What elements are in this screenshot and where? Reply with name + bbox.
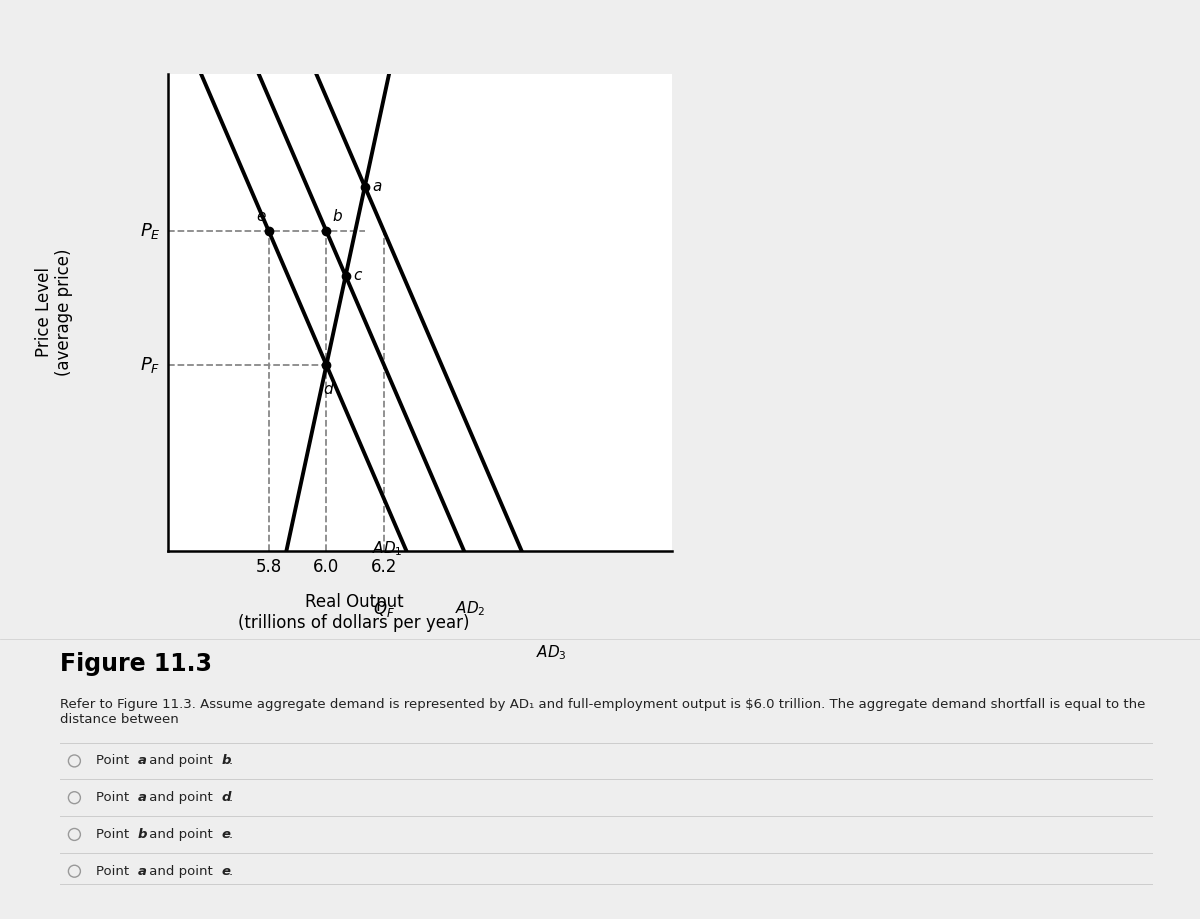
Text: and point: and point [145, 754, 217, 767]
Text: Real Output
(trillions of dollars per year): Real Output (trillions of dollars per ye… [239, 593, 469, 631]
Text: c: c [353, 268, 361, 283]
Text: .: . [228, 754, 233, 767]
Text: e: e [221, 865, 230, 878]
Text: a: a [138, 754, 146, 767]
Text: d: d [221, 791, 230, 804]
Text: Price Level
(average price): Price Level (average price) [35, 249, 73, 376]
Text: Point: Point [96, 828, 133, 841]
Text: and point: and point [145, 865, 217, 878]
Text: .: . [228, 828, 233, 841]
Text: $AD_3$: $AD_3$ [535, 643, 566, 662]
Text: $P_E$: $P_E$ [139, 221, 161, 241]
Text: Refer to Figure 11.3. Assume aggregate demand is represented by AD₁ and full-emp: Refer to Figure 11.3. Assume aggregate d… [60, 698, 1145, 726]
Text: and point: and point [145, 791, 217, 804]
Text: $P_F$: $P_F$ [140, 355, 161, 375]
Text: a: a [138, 791, 146, 804]
Text: and point: and point [145, 828, 217, 841]
Text: $AD_1$: $AD_1$ [372, 539, 402, 558]
Text: $AD_2$: $AD_2$ [455, 599, 486, 618]
Text: b: b [138, 828, 148, 841]
Text: Figure 11.3: Figure 11.3 [60, 652, 212, 676]
Text: b: b [221, 754, 230, 767]
Text: .: . [228, 865, 233, 878]
Text: Point: Point [96, 754, 133, 767]
Text: a: a [372, 179, 382, 194]
Text: $Q_F$: $Q_F$ [373, 599, 395, 619]
Text: d: d [324, 381, 334, 397]
Text: a: a [138, 865, 146, 878]
Text: e: e [221, 828, 230, 841]
Text: b: b [332, 209, 342, 224]
Text: Point: Point [96, 865, 133, 878]
Text: .: . [228, 791, 233, 804]
Text: Point: Point [96, 791, 133, 804]
Text: e: e [257, 209, 266, 224]
